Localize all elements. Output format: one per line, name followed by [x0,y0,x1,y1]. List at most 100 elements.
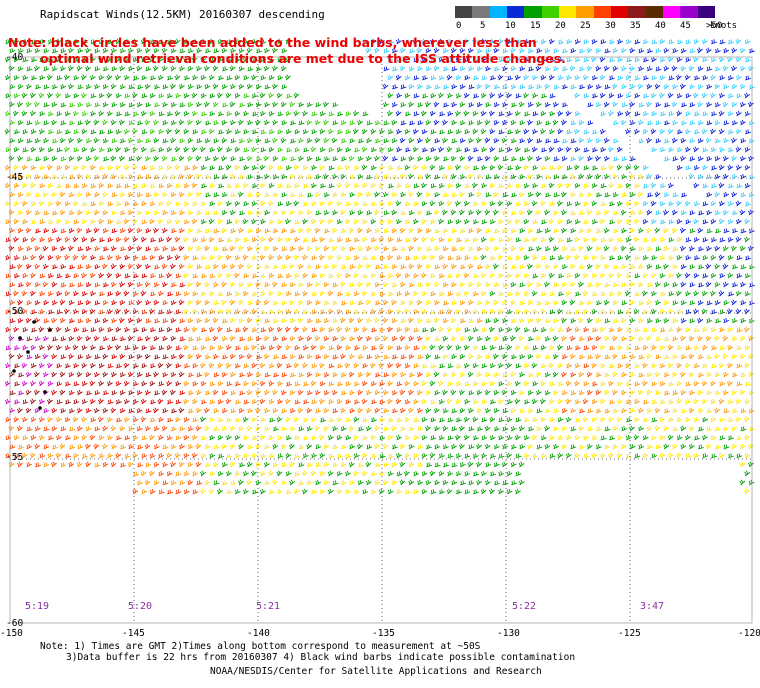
wind-barb [532,308,539,315]
wind-barb [221,371,228,378]
wind-barb [149,201,156,207]
wind-barb [693,129,700,135]
wind-barb [714,444,721,450]
wind-barbs [4,38,755,495]
wind-barb [166,344,173,351]
wind-barb [459,299,466,306]
wind-barb [293,92,300,99]
wind-barb [174,146,181,153]
wind-barb [497,398,504,405]
wind-barb [26,336,33,342]
wind-barb [421,128,428,135]
wind-barb [689,48,696,54]
wind-barb [739,47,746,54]
wind-barb [608,380,614,387]
wind-barb [629,156,636,162]
wind-barb [407,317,414,324]
wind-barb [438,470,445,477]
wind-barb [574,57,581,63]
wind-barb [158,290,164,297]
wind-barb [620,47,627,54]
wind-barb [616,380,623,387]
wind-barb [748,371,755,378]
wind-barb [110,461,117,468]
wind-barb [569,65,576,72]
wind-barb [110,425,117,432]
wind-barb [276,254,283,261]
wind-barb [77,264,84,270]
wind-barb [672,317,679,324]
wind-barb [472,38,478,45]
wind-barb [379,435,386,441]
wind-barb [739,335,746,342]
wind-barb [493,209,499,216]
wind-barb [289,209,296,216]
wind-barb [259,380,266,387]
wind-barb [280,443,287,450]
wind-barb [655,264,662,270]
wind-barb [702,147,709,153]
wind-barb [170,408,177,414]
wind-barb [196,480,203,486]
wind-barb [510,281,517,288]
wind-barb [510,173,517,180]
wind-barb [642,452,649,459]
wind-barb [566,218,573,225]
wind-barb [408,372,415,378]
wind-barb [149,237,156,243]
wind-barb [535,317,542,324]
wind-barb [370,399,377,405]
wind-barb [306,462,313,468]
wind-barb [353,182,360,189]
wind-barb [336,254,343,261]
wind-barb [230,138,237,144]
wind-barb [39,398,45,405]
wind-barb [319,236,326,243]
wind-barb [81,308,88,315]
wind-barb [425,444,432,450]
wind-barb [81,236,88,243]
wind-barb [77,282,84,288]
wind-barb [43,102,50,108]
wind-barb [493,119,500,126]
wind-barb [378,308,385,315]
wind-barb [676,39,683,45]
wind-barb [502,335,509,342]
wind-barb [514,398,521,405]
wind-barb [353,200,360,207]
wind-barb [315,102,322,108]
wind-barb [94,462,101,468]
wind-barb [532,254,538,261]
wind-barb [493,101,500,108]
wind-barb [591,291,598,297]
wind-barb [748,155,755,162]
wind-barb [361,452,368,459]
wind-barb [123,398,130,405]
wind-barb [208,488,215,495]
wind-barb [187,317,194,324]
wind-barb [408,443,415,450]
wind-barb [425,425,431,432]
wind-barb [170,120,177,126]
wind-barb [383,66,390,72]
wind-barb [217,398,224,405]
wind-barb [204,264,211,270]
wind-barb [285,470,292,477]
wind-barb [85,281,92,288]
wind-barb [566,345,573,351]
wind-barb [136,425,143,432]
wind-barb [697,335,703,342]
wind-barb [634,453,641,459]
wind-barb [145,227,152,234]
wind-barb [161,155,168,162]
wind-barb [663,120,670,126]
wind-barb [238,102,245,108]
wind-barb [302,164,309,171]
wind-barb [718,182,725,189]
wind-barb [459,228,466,234]
wind-barb [373,443,380,450]
wind-barb [668,200,675,207]
wind-barb [208,236,215,243]
wind-barb [344,326,351,333]
wind-barb [319,146,326,153]
